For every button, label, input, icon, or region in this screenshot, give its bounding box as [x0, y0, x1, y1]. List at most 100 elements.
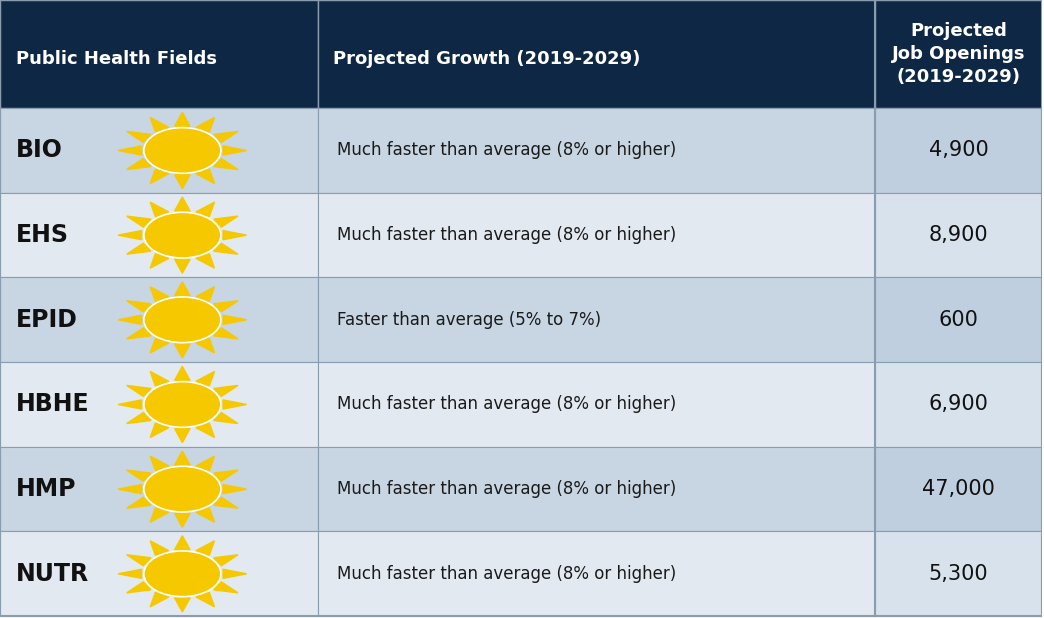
Text: 600: 600 — [939, 310, 978, 330]
Polygon shape — [126, 243, 151, 254]
Polygon shape — [150, 371, 169, 386]
Polygon shape — [150, 423, 169, 438]
Polygon shape — [214, 413, 238, 423]
Text: 4,900: 4,900 — [929, 140, 989, 161]
Polygon shape — [118, 315, 142, 324]
Polygon shape — [223, 146, 246, 155]
Polygon shape — [214, 301, 238, 311]
Polygon shape — [214, 159, 238, 169]
Circle shape — [144, 551, 221, 596]
Polygon shape — [118, 569, 142, 578]
Text: HMP: HMP — [16, 477, 76, 501]
Polygon shape — [223, 485, 246, 494]
Text: Much faster than average (8% or higher): Much faster than average (8% or higher) — [336, 480, 675, 498]
FancyBboxPatch shape — [317, 108, 875, 193]
Circle shape — [144, 213, 221, 258]
Polygon shape — [174, 260, 190, 273]
Polygon shape — [196, 371, 214, 386]
FancyBboxPatch shape — [0, 447, 317, 531]
Polygon shape — [174, 451, 190, 465]
Text: 6,900: 6,900 — [929, 394, 989, 415]
Polygon shape — [126, 132, 151, 142]
FancyBboxPatch shape — [317, 531, 875, 616]
Polygon shape — [174, 366, 190, 380]
Circle shape — [144, 467, 221, 512]
Polygon shape — [174, 197, 190, 211]
Polygon shape — [214, 582, 238, 593]
Polygon shape — [214, 328, 238, 339]
Text: BIO: BIO — [16, 138, 63, 163]
Polygon shape — [174, 429, 190, 442]
Polygon shape — [174, 175, 190, 188]
Polygon shape — [126, 328, 151, 339]
Polygon shape — [174, 282, 190, 295]
Polygon shape — [126, 413, 151, 423]
FancyBboxPatch shape — [317, 447, 875, 531]
Polygon shape — [196, 169, 214, 184]
Polygon shape — [196, 423, 214, 438]
Polygon shape — [126, 386, 151, 396]
Circle shape — [144, 128, 221, 173]
Polygon shape — [150, 593, 169, 607]
Polygon shape — [196, 541, 214, 555]
Polygon shape — [126, 582, 151, 593]
FancyBboxPatch shape — [0, 531, 317, 616]
Polygon shape — [196, 202, 214, 216]
Polygon shape — [174, 598, 190, 612]
Polygon shape — [126, 555, 151, 565]
Text: HBHE: HBHE — [16, 392, 89, 417]
Circle shape — [144, 382, 221, 427]
FancyBboxPatch shape — [875, 277, 1042, 362]
Polygon shape — [118, 146, 142, 155]
FancyBboxPatch shape — [0, 277, 317, 362]
FancyBboxPatch shape — [875, 447, 1042, 531]
Polygon shape — [196, 287, 214, 301]
Text: NUTR: NUTR — [16, 562, 89, 586]
Text: EHS: EHS — [16, 223, 69, 247]
Polygon shape — [118, 231, 142, 240]
Polygon shape — [223, 569, 246, 578]
Polygon shape — [174, 536, 190, 549]
Polygon shape — [196, 117, 214, 132]
Text: Faster than average (5% to 7%): Faster than average (5% to 7%) — [336, 311, 600, 329]
Polygon shape — [196, 339, 214, 353]
FancyBboxPatch shape — [317, 277, 875, 362]
Polygon shape — [214, 386, 238, 396]
Text: Projected Growth (2019-2029): Projected Growth (2019-2029) — [333, 51, 641, 69]
Text: Much faster than average (8% or higher): Much faster than average (8% or higher) — [336, 226, 675, 244]
Polygon shape — [196, 254, 214, 268]
Polygon shape — [174, 344, 190, 358]
Text: EPID: EPID — [16, 308, 77, 332]
Text: Projected
Job Openings
(2019-2029): Projected Job Openings (2019-2029) — [892, 22, 1025, 86]
Text: 5,300: 5,300 — [929, 564, 989, 584]
Text: Much faster than average (8% or higher): Much faster than average (8% or higher) — [336, 142, 675, 159]
Text: 8,900: 8,900 — [929, 225, 989, 245]
Polygon shape — [126, 301, 151, 311]
Polygon shape — [150, 339, 169, 353]
Polygon shape — [174, 112, 190, 126]
Polygon shape — [150, 169, 169, 184]
FancyBboxPatch shape — [875, 362, 1042, 447]
Polygon shape — [150, 541, 169, 555]
Text: Public Health Fields: Public Health Fields — [16, 51, 216, 69]
Polygon shape — [214, 555, 238, 565]
FancyBboxPatch shape — [317, 0, 875, 108]
FancyBboxPatch shape — [0, 108, 317, 193]
FancyBboxPatch shape — [0, 362, 317, 447]
FancyBboxPatch shape — [317, 362, 875, 447]
Polygon shape — [196, 508, 214, 522]
Polygon shape — [214, 132, 238, 142]
Circle shape — [144, 297, 221, 342]
Polygon shape — [126, 470, 151, 481]
Polygon shape — [174, 514, 190, 527]
FancyBboxPatch shape — [875, 531, 1042, 616]
Polygon shape — [150, 202, 169, 216]
Polygon shape — [196, 456, 214, 470]
Polygon shape — [223, 231, 246, 240]
Polygon shape — [126, 216, 151, 227]
Polygon shape — [223, 400, 246, 409]
Polygon shape — [214, 216, 238, 227]
Polygon shape — [223, 315, 246, 324]
Polygon shape — [214, 243, 238, 254]
FancyBboxPatch shape — [0, 0, 317, 108]
